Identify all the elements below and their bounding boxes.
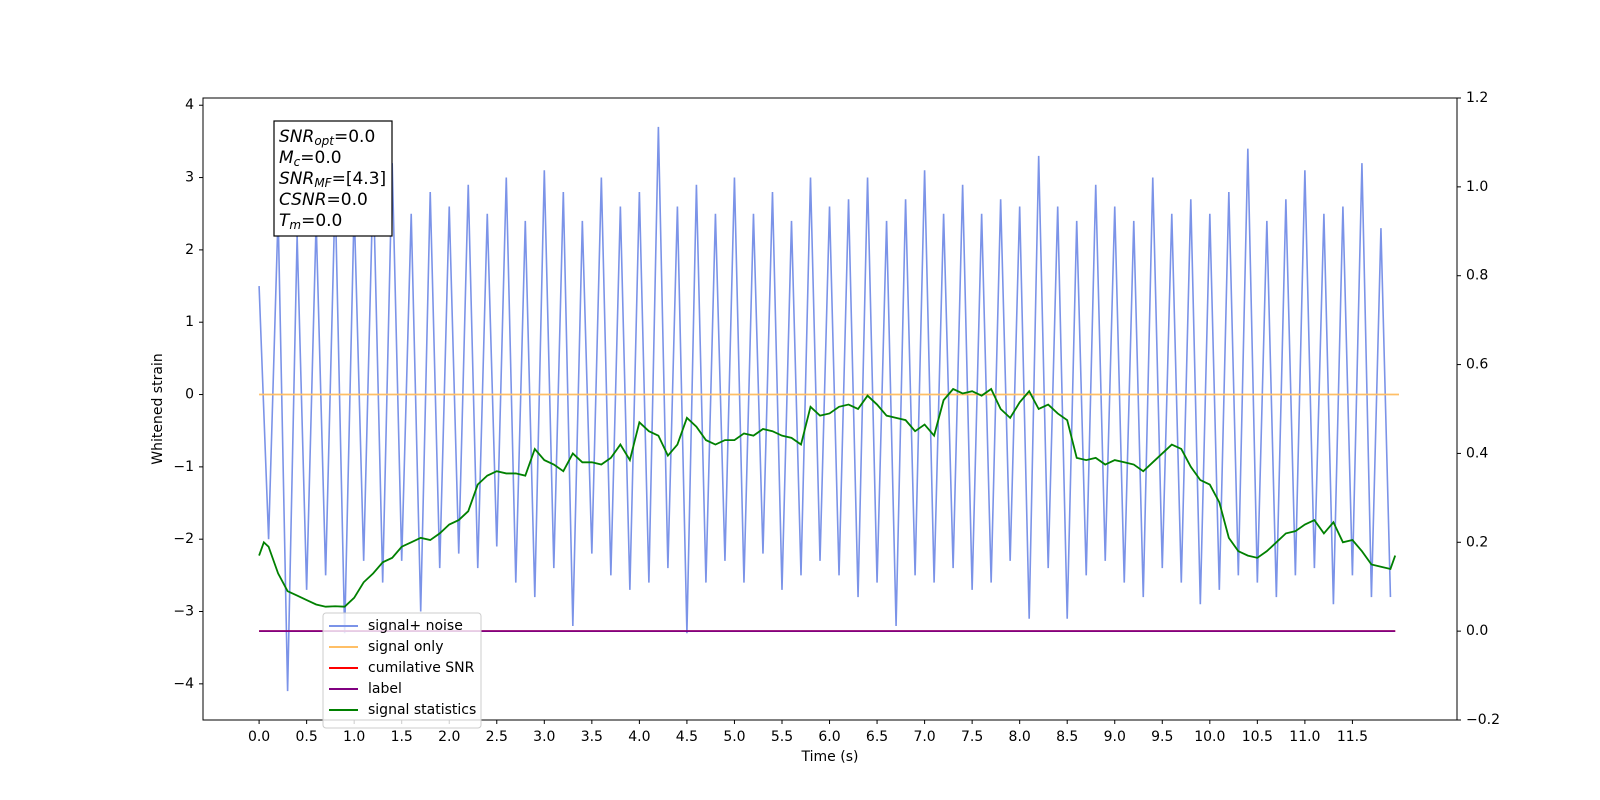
legend-label: label bbox=[368, 681, 402, 697]
annotation: SNRMF=[4.3] bbox=[279, 169, 386, 190]
x-tick-label: 0.0 bbox=[248, 729, 270, 745]
x-tick-label: 6.0 bbox=[818, 729, 840, 745]
annotation-symbol: T bbox=[279, 211, 291, 231]
annotation-box bbox=[273, 120, 393, 237]
x-tick-label: 8.5 bbox=[1056, 729, 1078, 745]
annotation-symbol: SNR bbox=[279, 127, 314, 147]
x-tick-label: 11.0 bbox=[1289, 729, 1320, 745]
annotation-value: =0.0 bbox=[300, 148, 341, 168]
annotation-symbol: CSNR bbox=[279, 190, 327, 210]
y2-tick-label: 0.4 bbox=[1466, 445, 1488, 461]
y-tick-label: 0 bbox=[185, 387, 194, 403]
annotation-value: =0.0 bbox=[301, 211, 342, 231]
y-tick-label: 4 bbox=[185, 97, 194, 113]
x-tick-label: 4.5 bbox=[676, 729, 698, 745]
y2-tick-label: 0.0 bbox=[1466, 623, 1488, 639]
x-tick-label: 3.0 bbox=[533, 729, 555, 745]
legend-label: signal statistics bbox=[368, 702, 476, 718]
series-line bbox=[258, 126, 1392, 692]
annotation: SNRopt=0.0 bbox=[279, 127, 375, 148]
y-tick-label: −3 bbox=[173, 604, 194, 620]
x-tick-label: 1.5 bbox=[391, 729, 413, 745]
y2-tick-label: 0.8 bbox=[1466, 268, 1488, 284]
x-tick-label: 2.5 bbox=[486, 729, 508, 745]
legend-label: cumilative SNR bbox=[368, 660, 475, 676]
x-tick-label: 9.5 bbox=[1151, 729, 1173, 745]
y-axis-label: Whitened strain bbox=[150, 353, 166, 464]
y2-tick-label: 1.0 bbox=[1466, 179, 1488, 195]
annotation-value: =0.0 bbox=[334, 127, 375, 147]
x-tick-label: 6.5 bbox=[866, 729, 888, 745]
x-tick-label: 4.0 bbox=[628, 729, 650, 745]
x-tick-label: 11.5 bbox=[1337, 729, 1368, 745]
y-tick-label: 2 bbox=[185, 242, 194, 258]
y-tick-label: −4 bbox=[173, 676, 194, 692]
annotation-value: =0.0 bbox=[327, 190, 368, 210]
annotation: Tm=0.0 bbox=[279, 211, 342, 232]
y2-tick-label: −0.2 bbox=[1466, 712, 1500, 728]
legend-label: signal+ noise bbox=[368, 618, 463, 634]
annotation-symbol: M bbox=[279, 148, 294, 168]
annotation: Mc=0.0 bbox=[279, 148, 342, 169]
x-tick-label: 1.0 bbox=[343, 729, 365, 745]
x-tick-label: 5.5 bbox=[771, 729, 793, 745]
x-tick-label: 0.5 bbox=[295, 729, 317, 745]
annotation: CSNR=0.0 bbox=[279, 190, 368, 210]
x-tick-label: 10.0 bbox=[1194, 729, 1225, 745]
y2-tick-label: 0.6 bbox=[1466, 357, 1488, 373]
legend-label: signal only bbox=[368, 639, 443, 655]
x-axis-label: Time (s) bbox=[801, 749, 859, 765]
annotation-subscript: MF bbox=[314, 176, 332, 190]
y2-tick-label: 0.2 bbox=[1466, 534, 1488, 550]
x-tick-label: 8.0 bbox=[1009, 729, 1031, 745]
annotation-subscript: opt bbox=[314, 134, 335, 148]
x-tick-label: 9.0 bbox=[1104, 729, 1126, 745]
y-tick-label: −1 bbox=[173, 459, 194, 475]
y-tick-label: −2 bbox=[173, 531, 194, 547]
y-tick-label: 1 bbox=[185, 314, 194, 330]
annotation-value: =[4.3] bbox=[332, 169, 387, 189]
annotation-symbol: SNR bbox=[279, 169, 314, 189]
x-tick-label: 2.0 bbox=[438, 729, 460, 745]
x-tick-label: 10.5 bbox=[1242, 729, 1273, 745]
legend-frame bbox=[322, 612, 482, 729]
x-tick-label: 5.0 bbox=[723, 729, 745, 745]
x-tick-label: 7.0 bbox=[913, 729, 935, 745]
series-line bbox=[258, 387, 1397, 608]
y-tick-label: 3 bbox=[185, 170, 194, 186]
x-tick-label: 3.5 bbox=[581, 729, 603, 745]
annotation-subscript: m bbox=[289, 218, 301, 232]
x-tick-label: 7.5 bbox=[961, 729, 983, 745]
y2-tick-label: 1.2 bbox=[1466, 90, 1488, 106]
annotation-subscript: c bbox=[294, 155, 301, 169]
